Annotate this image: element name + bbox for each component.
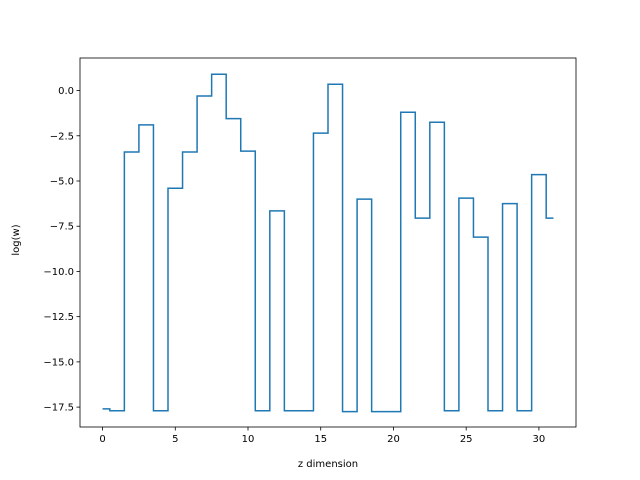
- y-tick-label: −7.5: [50, 222, 74, 233]
- y-tick-label: −15.0: [43, 357, 74, 368]
- x-tick-label: 5: [172, 434, 178, 445]
- x-tick-label: 20: [387, 434, 400, 445]
- x-axis-label: z dimension: [298, 459, 358, 470]
- y-tick-label: −2.5: [50, 131, 74, 142]
- x-tick-label: 0: [99, 434, 105, 445]
- x-tick-label: 15: [314, 434, 327, 445]
- x-tick-label: 30: [533, 434, 546, 445]
- x-tick-label: 10: [242, 434, 255, 445]
- y-axis-label: log(w): [11, 224, 22, 255]
- axes: 0 5 10 15 20 25 30 0.0 −2.5 −5.0 −7.5 −10.0 −12.5 −15…: [43, 57, 577, 445]
- y-tick-label: −5.0: [50, 177, 74, 188]
- y-tick-label: −10.0: [43, 267, 74, 278]
- axes-frame: [79, 57, 577, 428]
- y-tick-label: 0.0: [58, 86, 74, 97]
- y-tick-label: −12.5: [43, 312, 74, 323]
- series-line: [102, 73, 554, 413]
- y-tick-label: −17.5: [43, 403, 74, 414]
- plot-area: [102, 73, 554, 413]
- x-tick-label: 25: [460, 434, 473, 445]
